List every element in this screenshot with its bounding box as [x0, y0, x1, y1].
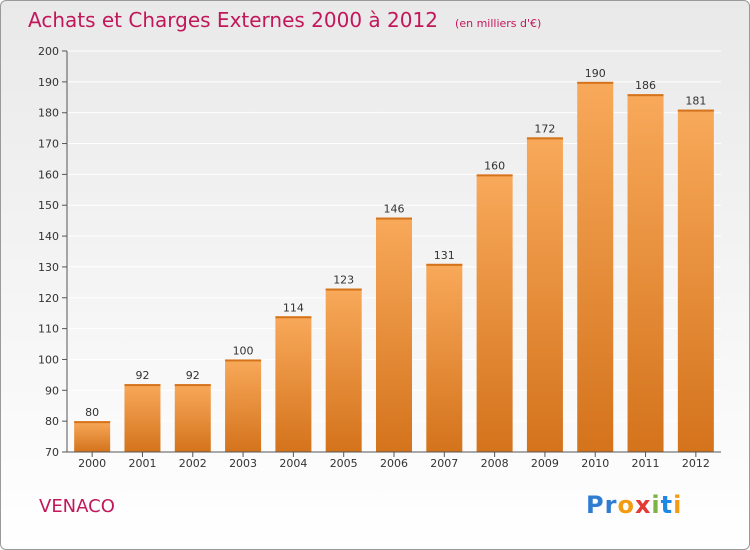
bar-top-edge [225, 359, 262, 362]
x-tick-label: 2004 [279, 457, 307, 470]
x-tick-label: 2011 [632, 457, 660, 470]
bar-2010 [577, 81, 614, 452]
data-label: 181 [685, 95, 706, 108]
data-label: 92 [186, 369, 200, 382]
data-label: 131 [434, 249, 455, 262]
y-tick-label: 150 [38, 199, 59, 212]
chart-title: Achats et Charges Externes 2000 à 2012 [28, 8, 438, 32]
bar-2003 [225, 359, 262, 452]
bar-2009 [526, 137, 563, 452]
logo-letter: t [660, 491, 674, 519]
y-tick-label: 70 [45, 446, 59, 459]
data-label: 146 [384, 203, 405, 216]
proxiti-logo: Proxiti [586, 491, 682, 519]
x-tick-label: 2003 [229, 457, 257, 470]
bar-2011 [627, 94, 664, 452]
y-tick-label: 190 [38, 76, 59, 89]
x-tick-label: 2010 [581, 457, 609, 470]
data-label: 123 [333, 274, 354, 287]
bar-2005 [325, 288, 362, 452]
y-tick-label: 100 [38, 353, 59, 366]
logo-letter: P [586, 491, 605, 519]
bar-top-edge [376, 217, 412, 220]
y-tick-label: 140 [38, 230, 59, 243]
y-tick-label: 170 [38, 138, 59, 151]
x-tick-label: 2006 [380, 457, 408, 470]
x-tick-label: 2005 [330, 457, 358, 470]
x-tick-label: 2001 [128, 457, 156, 470]
bar-top-edge [476, 174, 513, 177]
bars: 80 92 92 100 114 123 146 131 160 172 190 186 181 [74, 67, 714, 452]
bar-2001 [124, 384, 161, 452]
data-label: 186 [635, 79, 656, 92]
bar-top-edge [426, 263, 463, 266]
data-label: 100 [233, 344, 254, 357]
data-label: 114 [283, 301, 304, 314]
commune-name: VENACO [39, 496, 115, 517]
bar-top-edge [174, 384, 211, 387]
data-label: 160 [484, 159, 505, 172]
data-label: 80 [85, 406, 99, 419]
x-tick-label: 2012 [682, 457, 710, 470]
y-tick-label: 160 [38, 168, 59, 181]
x-tick-label: 2007 [430, 457, 458, 470]
bar-top-edge [677, 109, 714, 112]
bar-2000 [74, 421, 111, 452]
bar-2008 [476, 174, 513, 452]
logo-letter: i [651, 491, 661, 519]
bar-top-edge [627, 94, 664, 97]
axes: 7080901001101201301401501601701801902002… [38, 45, 721, 470]
data-label: 92 [135, 369, 149, 382]
bar-top-edge [577, 81, 614, 84]
y-tick-label: 120 [38, 292, 59, 305]
y-tick-label: 110 [38, 323, 59, 336]
chart-unit: (en milliers d'€) [455, 17, 542, 30]
bar-top-edge [325, 288, 362, 291]
bar-2007 [426, 263, 463, 452]
y-tick-label: 80 [45, 415, 59, 428]
x-tick-label: 2002 [179, 457, 207, 470]
logo-letter: x [634, 491, 652, 519]
logo-letter: i [673, 491, 683, 519]
bar-top-edge [526, 137, 563, 140]
bar-top-edge [275, 316, 312, 319]
x-tick-label: 2008 [481, 457, 509, 470]
bar-2004 [275, 316, 312, 452]
x-tick-label: 2000 [78, 457, 106, 470]
data-label: 190 [585, 67, 606, 80]
bar-2006 [376, 217, 412, 452]
bar-top-edge [74, 421, 111, 424]
y-tick-label: 180 [38, 107, 59, 120]
x-tick-label: 2009 [531, 457, 559, 470]
bar-2002 [174, 384, 211, 452]
y-tick-label: 130 [38, 261, 59, 274]
bar-top-edge [124, 384, 161, 387]
bar-2012 [677, 109, 714, 452]
logo-letter: r [604, 491, 618, 519]
y-tick-label: 200 [38, 45, 59, 58]
y-tick-label: 90 [45, 384, 59, 397]
data-label: 172 [534, 122, 555, 135]
chart-title-block: Achats et Charges Externes 2000 à 2012 (… [28, 8, 541, 32]
logo-letter: o [617, 491, 635, 519]
